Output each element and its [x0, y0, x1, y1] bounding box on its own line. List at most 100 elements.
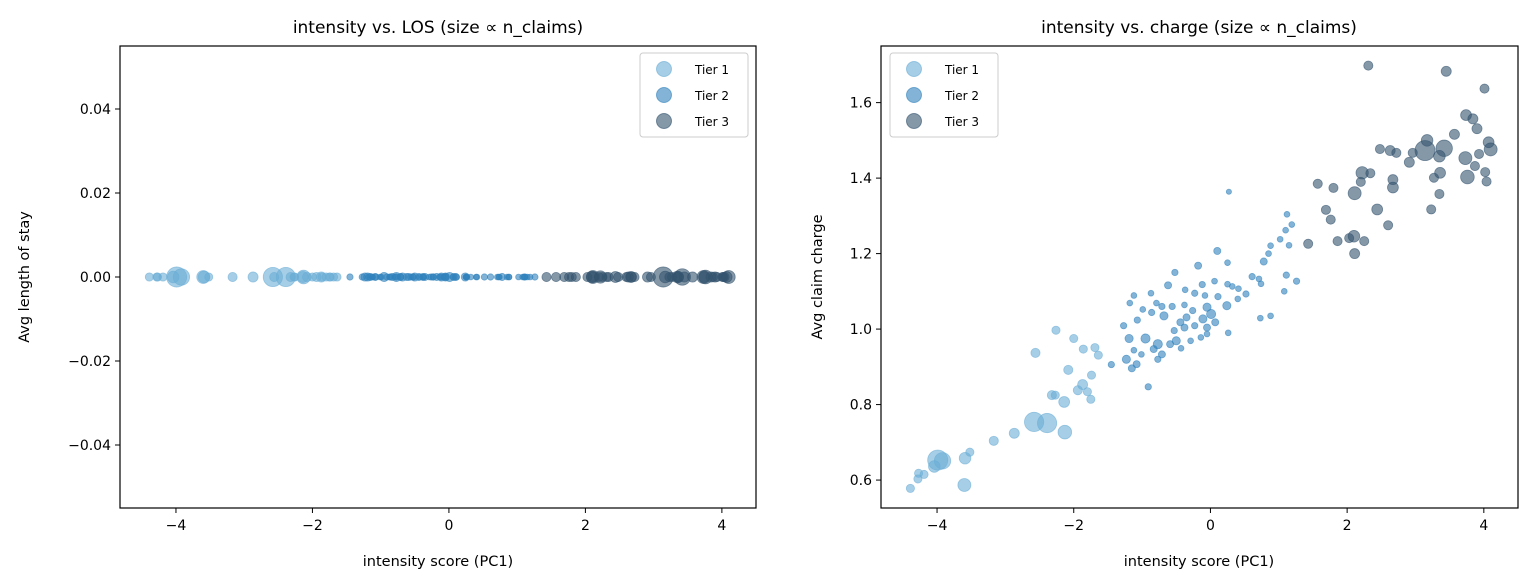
data-point-tier-2	[480, 273, 488, 281]
y-tick-label: 0.02	[80, 186, 111, 202]
x-tick-label: 2	[581, 518, 590, 534]
data-point-tier-1	[1058, 396, 1071, 408]
data-point-tier-3	[1407, 147, 1418, 158]
data-point-tier-2	[1126, 299, 1134, 307]
data-point-tier-1	[1090, 343, 1100, 353]
data-point-tier-1	[1086, 370, 1097, 380]
y-tick-label: 0.04	[80, 102, 111, 118]
data-point-tier-2	[1213, 246, 1222, 255]
data-point-tier-2	[449, 273, 458, 281]
data-point-tier-3	[698, 269, 713, 285]
data-point-tier-2	[1133, 316, 1141, 324]
y-tick-label: 0.6	[850, 473, 872, 489]
data-point-tier-2	[392, 273, 400, 281]
data-point-tier-3	[1328, 182, 1339, 193]
legend-label: Tier 2	[944, 89, 979, 103]
data-point-tier-1	[227, 271, 238, 282]
data-point-tier-3	[1365, 168, 1376, 179]
data-point-tier-3	[1428, 172, 1439, 183]
data-point-tier-2	[1211, 277, 1218, 285]
data-point-tier-3	[1474, 148, 1485, 159]
data-point-tier-3	[1374, 144, 1385, 155]
data-point-tier-2	[1267, 312, 1274, 320]
data-point-tier-2	[1222, 301, 1232, 311]
data-point-tier-1	[1086, 394, 1096, 404]
data-point-tier-2	[1282, 226, 1289, 234]
data-point-tier-2	[1248, 273, 1256, 281]
data-point-tier-2	[519, 273, 526, 281]
legend: Tier 1 Tier 2 Tier 3	[639, 52, 749, 138]
legend-label: Tier 1	[694, 63, 729, 77]
data-point-tier-1	[311, 271, 322, 282]
data-point-tier-1	[905, 483, 915, 493]
data-point-tier-3	[1320, 204, 1331, 215]
data-point-tier-1	[269, 271, 280, 282]
x-tick-label: 4	[717, 518, 726, 534]
data-point-tier-2	[1120, 322, 1128, 330]
data-point-tier-2	[1176, 318, 1185, 327]
legend-label: Tier 3	[694, 115, 729, 129]
data-point-tier-3	[1403, 156, 1415, 168]
x-tick-label: −2	[1063, 518, 1084, 534]
data-point-tier-3	[664, 271, 675, 282]
data-point-tier-2	[1180, 323, 1189, 332]
legend-marker-tier-2	[906, 87, 922, 103]
data-point-tier-2	[376, 273, 384, 281]
data-point-tier-3	[1469, 161, 1480, 172]
data-point-tier-2	[1259, 257, 1268, 266]
x-tick-label: 0	[444, 518, 453, 534]
data-point-tier-2	[1201, 292, 1209, 299]
data-point-tier-1	[297, 271, 309, 283]
data-point-tier-2	[505, 273, 513, 281]
data-point-tier-1	[324, 272, 335, 282]
data-point-tier-3	[1479, 83, 1490, 94]
data-point-tier-1	[196, 270, 211, 284]
data-point-tier-1	[988, 435, 999, 446]
chart-los: intensity vs. LOS (size ∝ n_claims) inte…	[17, 18, 757, 570]
data-point-tier-2	[1203, 330, 1211, 338]
data-point-tier-2	[1198, 280, 1206, 289]
data-point-tier-3	[609, 271, 622, 283]
data-point-tier-3	[1471, 123, 1483, 135]
y-tick-label: −0.04	[68, 438, 111, 454]
data-point-tier-3	[1371, 203, 1384, 216]
data-point-tier-1	[1030, 347, 1041, 358]
data-point-tier-2	[1159, 311, 1169, 321]
data-point-tier-2	[1154, 355, 1162, 363]
data-point-tier-1	[919, 469, 929, 479]
data-point-tier-3	[1467, 113, 1479, 125]
data-point-tier-3	[1391, 147, 1402, 158]
data-point-tier-2	[1214, 293, 1222, 301]
data-point-tier-2	[1144, 383, 1152, 391]
data-point-tier-2	[1181, 301, 1188, 309]
data-point-tier-2	[1283, 211, 1291, 218]
data-point-tier-1	[1063, 364, 1074, 375]
data-point-tier-3	[597, 271, 608, 282]
data-point-tier-3	[1481, 176, 1492, 187]
data-point-tier-2	[346, 273, 354, 281]
data-point-tier-1	[1072, 385, 1083, 396]
data-point-tier-2	[1276, 235, 1284, 243]
data-point-tier-3	[1434, 188, 1445, 199]
legend-marker-tier-1	[906, 61, 922, 77]
data-point-tier-3	[1349, 248, 1361, 260]
data-point-tier-2	[1181, 286, 1189, 294]
data-point-tier-2	[1225, 188, 1232, 195]
data-point-tier-1	[289, 272, 299, 282]
data-point-tier-1	[1057, 424, 1073, 440]
data-point-tier-2	[1177, 345, 1185, 352]
data-point-tier-1	[1093, 350, 1103, 360]
data-point-tier-2	[1139, 306, 1147, 313]
data-point-tier-3	[1483, 142, 1498, 157]
data-point-tier-3	[1480, 167, 1491, 178]
data-point-tier-2	[1149, 345, 1158, 354]
data-point-tier-1	[1050, 390, 1060, 400]
data-point-tier-2	[369, 273, 376, 281]
data-point-tier-2	[1130, 292, 1138, 299]
data-point-tier-2	[1234, 295, 1242, 303]
data-point-tier-2	[1203, 323, 1211, 332]
data-point-tier-3	[1303, 238, 1314, 249]
legend-marker-tier-3	[906, 113, 922, 129]
data-point-tier-2	[1107, 360, 1115, 369]
